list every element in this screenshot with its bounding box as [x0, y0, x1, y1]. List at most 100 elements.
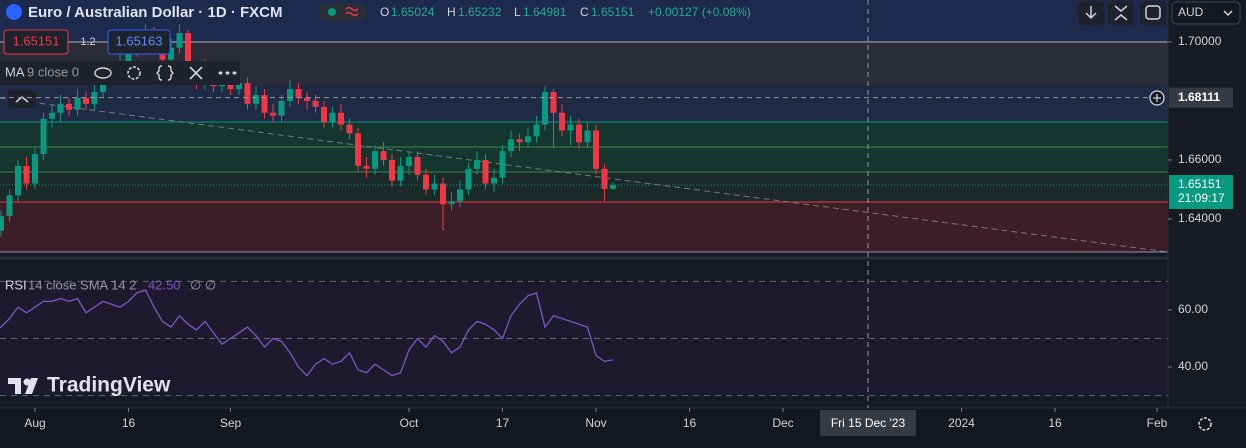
fullscreen-button[interactable] — [1140, 1, 1166, 25]
fullscreen-icon — [1145, 5, 1161, 20]
candle-body — [389, 159, 395, 181]
x-tick-label: 16 — [683, 416, 697, 430]
y-tick-label: 1.70000 — [1178, 34, 1222, 48]
candle-body — [32, 154, 38, 184]
status-dot — [328, 8, 336, 16]
candle-body — [287, 89, 293, 101]
candle-body — [423, 174, 429, 190]
currency: AUD — [1178, 5, 1204, 19]
candle-body — [363, 165, 370, 169]
candle-body — [312, 100, 319, 107]
legend-toggle[interactable] — [8, 90, 36, 108]
currency-button[interactable] — [1171, 1, 1241, 25]
crosshair-y-badge — [1169, 87, 1233, 108]
crosshair-x-badge — [820, 410, 916, 436]
candle-body — [593, 130, 599, 169]
candle-body — [346, 124, 353, 134]
candle-body — [601, 168, 608, 189]
status-badge — [320, 3, 366, 21]
ohlc-label: H — [447, 5, 456, 19]
y-tick-label: 40.00 — [1178, 359, 1208, 373]
x-tick-label: Aug — [24, 416, 45, 430]
neutral-zone — [0, 172, 1168, 202]
top-band — [0, 0, 1168, 42]
symbol-title: Euro / Australian Dollar · 1D · FXCM — [28, 4, 282, 21]
crosshair-x-label: Fri 15 Dec '23 — [831, 416, 906, 430]
logo-text: TradingView — [47, 374, 171, 397]
candle-body — [559, 112, 565, 131]
candle-body — [0, 216, 4, 231]
red-zone — [0, 202, 1168, 252]
spread: 1.2 — [80, 36, 95, 48]
candle-body — [550, 92, 557, 113]
symbol-icon — [6, 4, 22, 20]
candle-body — [57, 103, 64, 113]
ohlc-value: 1.65151 — [591, 5, 635, 19]
candle-body — [185, 33, 191, 78]
change: +0.00127 (+0.08%) — [648, 5, 751, 19]
candle-body — [125, 50, 132, 63]
candle-body — [74, 97, 81, 110]
buy-button[interactable] — [107, 29, 171, 55]
candle-body — [278, 100, 285, 116]
candle-body — [355, 133, 361, 166]
axis-settings[interactable] — [1198, 417, 1212, 431]
rsi-name: RSI — [5, 277, 27, 292]
ohlc-label: C — [580, 5, 589, 19]
countdown: 21:09:17 — [1178, 191, 1225, 205]
candle-body — [516, 139, 523, 143]
logo-dot — [23, 378, 31, 386]
candle-body — [491, 177, 497, 184]
y-tick-label: 60.00 — [1178, 302, 1208, 316]
settings-icon[interactable] — [127, 66, 141, 80]
rsi-params: 14 close SMA 14 2 — [28, 277, 136, 292]
rsi-line — [0, 289, 614, 377]
x-tick-label: 16 — [122, 416, 136, 430]
candle-body — [49, 112, 55, 119]
candle-body — [270, 112, 276, 116]
last-price-label: 1.65151 — [1178, 177, 1222, 191]
candle-body — [406, 157, 412, 166]
candle-body — [168, 47, 174, 60]
x-tick-label: Feb — [1147, 416, 1168, 430]
candle-body — [15, 165, 21, 196]
source-icon[interactable] — [156, 65, 174, 81]
candle-body — [372, 151, 378, 169]
axes: 1.70000 1.66000 1.64000 Aug 16 Sep Oct 17 Nov 16 D… — [24, 34, 1233, 430]
visibility-icon[interactable] — [94, 67, 112, 79]
last-price-badge — [1169, 175, 1233, 210]
candle-body — [525, 136, 531, 143]
x-tick-label: 17 — [496, 416, 510, 430]
ohlc-value: 1.65024 — [391, 5, 435, 19]
buy-price: 1.65163 — [116, 33, 163, 48]
remove-icon[interactable] — [189, 66, 203, 80]
candle-body — [440, 183, 446, 205]
candle-body — [261, 95, 268, 113]
x-tick-label: 2024 — [948, 416, 975, 430]
candle-body — [304, 97, 310, 101]
candle-body — [321, 106, 327, 122]
candle-body — [329, 112, 336, 122]
candle-body — [465, 168, 472, 190]
ohlc-value: 1.64981 — [523, 5, 567, 19]
rsi-pane — [0, 280, 1168, 397]
ohlc-label: L — [514, 5, 521, 19]
x-tick-label: Dec — [772, 416, 793, 430]
rsi-band — [0, 283, 1168, 396]
candle-body — [474, 159, 480, 169]
candle-body — [576, 124, 582, 143]
candle-body — [508, 139, 514, 152]
sell-price: 1.65151 — [13, 33, 60, 48]
download-icon — [1085, 6, 1097, 20]
sell-button[interactable] — [3, 29, 69, 55]
ohlc-label: O — [380, 5, 389, 19]
candle-body — [236, 83, 242, 90]
crosshair-y-label: 1.68111 — [1178, 90, 1220, 104]
ma-name: MA — [5, 64, 25, 79]
candle-body — [66, 103, 72, 110]
collapse-button[interactable] — [1108, 1, 1134, 25]
ohlc-value: 1.65232 — [458, 5, 502, 19]
candle-body — [584, 130, 591, 143]
